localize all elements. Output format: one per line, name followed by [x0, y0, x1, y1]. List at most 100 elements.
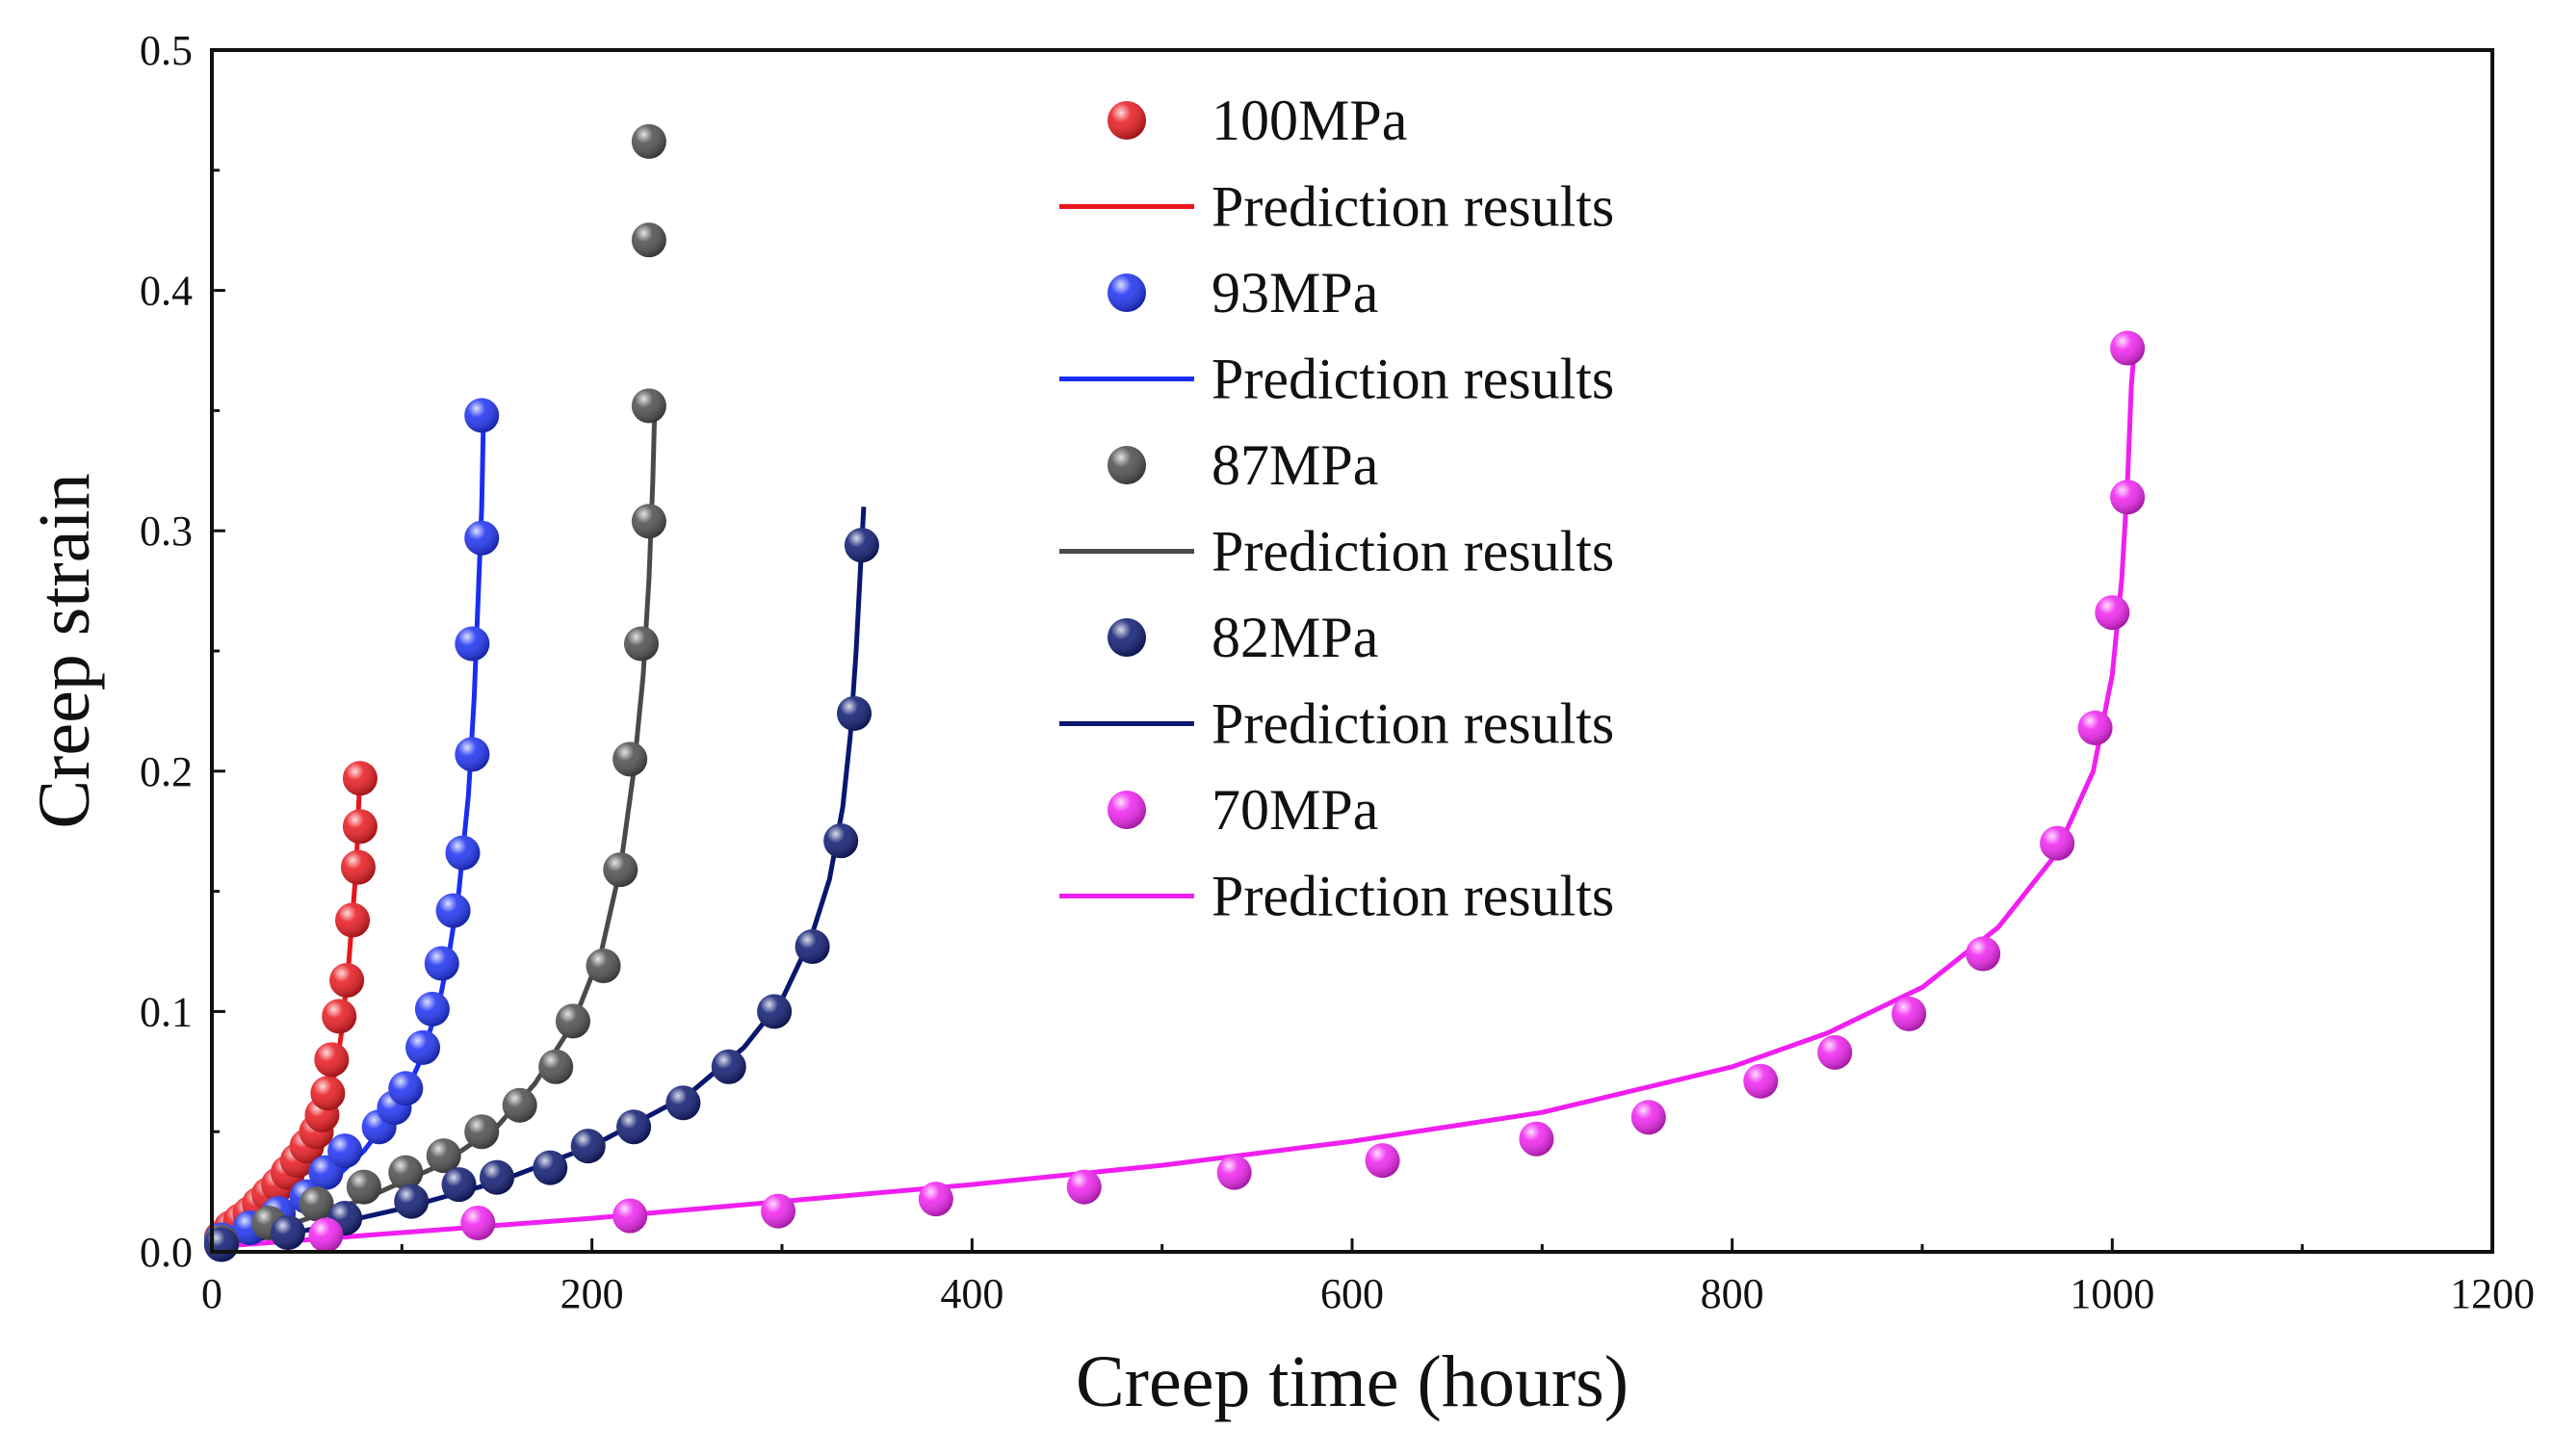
x-tick-label: 0	[201, 1270, 222, 1317]
legend-label-82MPa: 82MPa	[1212, 606, 1378, 669]
data-point-87MPa	[555, 1003, 590, 1039]
data-point-70MPa	[1743, 1063, 1779, 1099]
data-point-87MPa	[631, 504, 666, 539]
legend-label-93MPa: 93MPa	[1212, 261, 1378, 325]
data-point-70MPa	[612, 1198, 648, 1234]
data-point-82MPa	[757, 994, 793, 1029]
y-axis-title: Creep strain	[24, 473, 105, 828]
data-point-70MPa	[2040, 825, 2075, 861]
legend-label-87MPa: 87MPa	[1212, 433, 1378, 497]
legend-fit-label-100MPa: Prediction results	[1212, 175, 1614, 239]
data-point-87MPa	[586, 948, 621, 983]
data-point-70MPa	[1966, 936, 2001, 972]
data-point-87MPa	[623, 626, 659, 662]
data-point-70MPa	[1817, 1034, 1853, 1070]
data-point-87MPa	[388, 1155, 424, 1190]
data-point-93MPa	[455, 626, 490, 662]
y-tick-label: 0.1	[140, 988, 193, 1035]
prediction-lines	[212, 338, 2138, 1250]
axis-ticks: 0 200 400 600 800 1000 1200 0.0 0.1 0.2 0.3 0.4 0.5	[140, 27, 2535, 1317]
data-point-82MPa	[203, 1227, 239, 1262]
data-point-87MPa	[631, 123, 666, 159]
data-point-82MPa	[823, 823, 859, 859]
data-point-82MPa	[795, 929, 830, 965]
y-tick-label: 0.0	[140, 1229, 193, 1276]
data-point-87MPa	[631, 222, 666, 258]
data-point-82MPa	[616, 1109, 652, 1145]
data-point-70MPa	[1216, 1155, 1252, 1190]
data-point-70MPa	[2095, 595, 2130, 631]
data-point-70MPa	[2077, 710, 2113, 745]
data-point-82MPa	[570, 1129, 606, 1164]
x-tick-label: 1000	[2070, 1270, 2154, 1317]
data-point-70MPa	[918, 1182, 953, 1217]
data-point-100MPa	[335, 902, 371, 938]
data-point-87MPa	[346, 1169, 381, 1205]
data-point-70MPa	[460, 1206, 496, 1241]
data-point-70MPa	[761, 1193, 796, 1229]
data-point-87MPa	[464, 1114, 500, 1150]
data-point-93MPa	[424, 946, 459, 981]
legend-fit-label-87MPa: Prediction results	[1212, 520, 1614, 584]
prediction-line-87MPa	[212, 410, 658, 1250]
legend-fit-label-93MPa: Prediction results	[1212, 348, 1614, 411]
data-point-87MPa	[502, 1087, 537, 1123]
data-point-82MPa	[665, 1085, 701, 1121]
data-point-87MPa	[603, 852, 638, 888]
data-point-100MPa	[329, 962, 365, 998]
data-point-82MPa	[844, 528, 879, 563]
data-point-100MPa	[322, 999, 357, 1034]
data-point-93MPa	[445, 835, 481, 871]
data-point-70MPa	[308, 1217, 344, 1253]
data-point-93MPa	[327, 1133, 363, 1169]
data-point-100MPa	[342, 761, 378, 796]
y-tick-label: 0.4	[140, 268, 193, 315]
data-point-70MPa	[2110, 480, 2146, 515]
legend-marker-93MPa	[1108, 273, 1146, 312]
y-tick-label: 0.3	[140, 507, 193, 555]
y-tick-label: 0.2	[140, 748, 193, 795]
data-point-82MPa	[533, 1150, 568, 1185]
x-tick-label: 800	[1701, 1270, 1764, 1317]
data-points	[203, 123, 2146, 1262]
data-point-87MPa	[538, 1049, 574, 1084]
prediction-line-70MPa	[212, 338, 2138, 1250]
legend-marker-70MPa	[1108, 791, 1146, 829]
data-point-100MPa	[314, 1042, 350, 1078]
data-point-70MPa	[1891, 996, 1927, 1031]
y-tick-label: 0.5	[140, 27, 193, 74]
data-point-70MPa	[1630, 1100, 1666, 1135]
data-point-93MPa	[388, 1071, 424, 1106]
data-point-82MPa	[711, 1049, 746, 1084]
data-point-100MPa	[342, 809, 378, 845]
legend-fit-label-82MPa: Prediction results	[1212, 692, 1614, 756]
data-point-87MPa	[612, 741, 648, 777]
data-point-70MPa	[1519, 1121, 1554, 1157]
legend-label-70MPa: 70MPa	[1212, 778, 1378, 842]
x-tick-label: 400	[940, 1270, 1003, 1317]
data-point-87MPa	[631, 388, 666, 424]
data-point-93MPa	[405, 1029, 441, 1065]
data-point-93MPa	[455, 737, 490, 772]
x-axis-title: Creep time (hours)	[1076, 1341, 1629, 1422]
x-tick-label: 1200	[2450, 1270, 2535, 1317]
data-point-87MPa	[299, 1186, 334, 1222]
legend-fit-label-70MPa: Prediction results	[1212, 865, 1614, 928]
data-point-93MPa	[464, 520, 500, 556]
legend-marker-100MPa	[1108, 101, 1146, 140]
data-point-82MPa	[394, 1183, 430, 1219]
data-point-82MPa	[836, 695, 872, 731]
x-tick-label: 200	[560, 1270, 624, 1317]
data-point-82MPa	[480, 1159, 514, 1195]
data-point-70MPa	[1365, 1143, 1400, 1179]
data-point-100MPa	[340, 849, 376, 885]
data-point-82MPa	[270, 1215, 305, 1251]
legend: 100MPa Prediction results 93MPa Prediction …	[1059, 89, 1614, 928]
data-point-70MPa	[1066, 1169, 1102, 1205]
data-point-82MPa	[441, 1167, 477, 1203]
legend-marker-82MPa	[1108, 618, 1146, 657]
x-tick-label: 600	[1320, 1270, 1384, 1317]
data-point-100MPa	[310, 1076, 346, 1111]
